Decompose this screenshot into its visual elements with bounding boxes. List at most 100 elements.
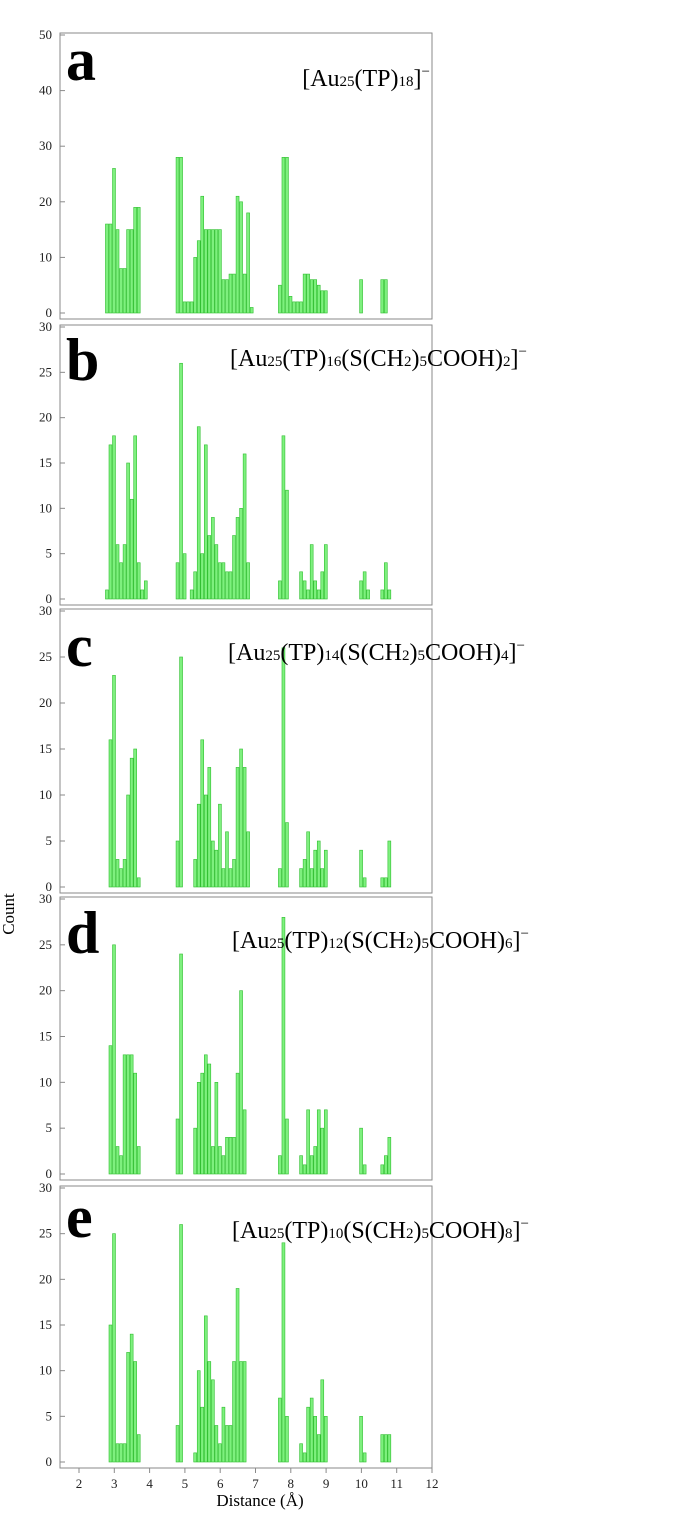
bar (285, 822, 289, 888)
bar (112, 435, 116, 600)
bar (193, 1127, 197, 1175)
y-tick-label: 10 (39, 1363, 52, 1378)
bar (140, 589, 145, 600)
bar (362, 1452, 367, 1463)
y-tick-label: 5 (46, 1408, 53, 1423)
bar (380, 589, 385, 600)
bar (359, 1127, 363, 1175)
bar (119, 1155, 123, 1175)
bar (204, 229, 208, 314)
y-tick-label: 20 (39, 695, 52, 710)
bar (221, 279, 226, 314)
bar (299, 301, 303, 314)
bar (302, 273, 307, 314)
bar (306, 1109, 310, 1175)
bar (316, 589, 321, 600)
panel-b: 0 5 10 15 20 25 30 b [Au25(TP)16(S(CH2)5COOH)2]− (39, 319, 527, 606)
bar (278, 1155, 282, 1175)
y-tick-label: 30 (39, 891, 52, 906)
bar (182, 301, 187, 314)
bar (211, 840, 215, 888)
y-tick-label: 30 (39, 138, 52, 153)
bar (320, 571, 325, 600)
bar (320, 1379, 325, 1463)
bar (207, 767, 212, 888)
y-tick-label: 10 (39, 249, 52, 264)
bar (211, 229, 215, 314)
bar (214, 1425, 219, 1463)
bar (324, 544, 328, 600)
bar (278, 580, 282, 600)
bar (218, 1146, 222, 1175)
bar (218, 562, 222, 600)
x-tick-label: 3 (111, 1476, 118, 1491)
bar (211, 517, 215, 600)
bar (299, 868, 303, 888)
bar (200, 739, 205, 888)
bar (387, 840, 392, 888)
bar (242, 273, 247, 314)
bar (387, 589, 392, 600)
panel-e: 0 5 10 15 20 25 30 e [Au25(TP)10(S(CH2)5COOH)8]− (39, 1180, 529, 1469)
y-tick-label: 0 (46, 305, 53, 320)
bar (204, 794, 208, 888)
bar (278, 284, 282, 314)
bar (133, 1072, 137, 1175)
bar (115, 1443, 120, 1463)
bar (221, 562, 226, 600)
bar (115, 229, 120, 314)
bar (133, 207, 137, 314)
bar (235, 517, 240, 600)
bar (186, 301, 190, 314)
bar (246, 562, 250, 600)
y-tick-label: 15 (39, 1317, 52, 1332)
y-tick-label: 15 (39, 1029, 52, 1044)
panel-letter-c: c (66, 613, 93, 679)
bar (362, 571, 367, 600)
bar (316, 1109, 321, 1175)
bar (292, 301, 296, 314)
bar (105, 223, 109, 314)
y-tick-label: 15 (39, 455, 52, 470)
bar (228, 1137, 233, 1175)
bar (200, 1072, 205, 1175)
bar (228, 868, 233, 888)
bar (196, 426, 201, 600)
y-tick-label: 5 (46, 546, 53, 561)
bar (246, 212, 250, 314)
bar (211, 1146, 215, 1175)
x-tick-label: 12 (426, 1476, 439, 1491)
y-tick-label: 15 (39, 741, 52, 756)
panel-a-formula: [Au25(TP)18]− (302, 64, 430, 92)
bar (207, 229, 212, 314)
bar (316, 284, 321, 314)
bar (225, 831, 229, 888)
bar (239, 748, 243, 888)
panel-letter-e: e (66, 1184, 93, 1250)
bar (214, 544, 219, 600)
bar (126, 462, 130, 600)
y-tick-label: 20 (39, 983, 52, 998)
bar (214, 1082, 219, 1175)
x-tick-label: 8 (288, 1476, 295, 1491)
bar (122, 1054, 127, 1175)
bar (126, 1054, 130, 1175)
bar (242, 1361, 247, 1463)
bar (285, 157, 289, 314)
bar (249, 307, 254, 314)
bar (136, 562, 141, 600)
y-tick-label: 40 (39, 83, 52, 98)
bar (384, 1434, 388, 1463)
bar (225, 1137, 229, 1175)
y-tick-label: 30 (39, 319, 52, 334)
bar (235, 1072, 240, 1175)
bar (196, 1370, 201, 1463)
bar (207, 1361, 212, 1463)
bar (362, 1164, 367, 1175)
bar (133, 1361, 137, 1463)
bar (126, 1352, 130, 1463)
x-tick-label: 6 (217, 1476, 224, 1491)
bar (218, 229, 222, 314)
x-tick-label: 11 (390, 1476, 403, 1491)
bar (204, 1054, 208, 1175)
